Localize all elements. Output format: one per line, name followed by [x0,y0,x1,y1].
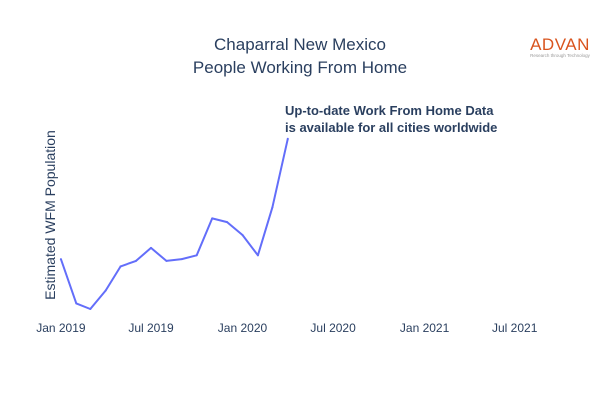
data-point [256,254,259,257]
data-point [286,137,289,140]
x-tick-label: Jan 2019 [36,321,86,335]
x-axis-ticks: Jan 2019 Jul 2019 Jan 2020 Jul 2020 Jan 2021… [36,321,538,335]
x-tick-label: Jan 2021 [400,321,450,335]
advan-logo: ADVAN Research through Technology [530,35,591,58]
series-layer [59,137,289,310]
chart-title-line-2: People Working From Home [193,58,407,77]
data-point [180,258,183,261]
data-point [75,302,78,305]
data-point [89,308,92,310]
x-tick-label: Jul 2019 [128,321,174,335]
annotation-line-2: is available for all cities worldwide [285,120,497,135]
data-point [104,289,107,292]
annotation-line-1: Up-to-date Work From Home Data [285,103,494,118]
data-point [119,265,122,268]
x-tick-label: Jan 2020 [218,321,268,335]
data-point [165,259,168,262]
data-point [226,221,229,224]
data-point [59,258,62,261]
y-axis-title: Estimated WFM Population [42,130,58,300]
logo-tagline: Research through Technology [530,53,590,58]
x-tick-label: Jul 2021 [492,321,538,335]
data-point [211,217,214,220]
x-tick-label: Jul 2020 [310,321,356,335]
data-point [195,254,198,257]
logo-name: ADVAN [530,35,590,54]
data-point [135,259,137,262]
data-point [150,246,152,249]
data-point [271,206,274,209]
series-line [59,138,289,310]
data-point [241,234,244,236]
chart-title-line-1: Chaparral New Mexico [214,35,386,54]
